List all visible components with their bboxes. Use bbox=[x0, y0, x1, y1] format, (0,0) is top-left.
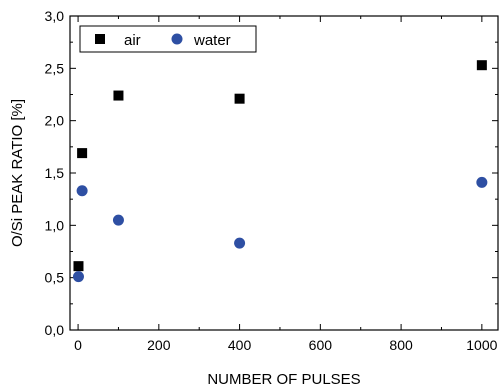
data-point-air bbox=[77, 148, 88, 159]
data-point-water bbox=[476, 176, 488, 188]
x-axis-ticks bbox=[77, 16, 483, 330]
y-tick-label: 0,5 bbox=[45, 270, 65, 286]
data-points bbox=[72, 60, 488, 283]
y-axis-title: O/Si PEAK RATIO [%] bbox=[9, 99, 26, 247]
legend: air water bbox=[79, 25, 257, 53]
y-tick-label: 2,0 bbox=[45, 113, 65, 129]
legend-box bbox=[79, 25, 257, 53]
data-point-water bbox=[112, 214, 124, 226]
x-tick-label: 200 bbox=[147, 337, 171, 353]
y-axis-tick-labels: 0,0 0,5 1,0 1,5 2,0 2,5 3,0 bbox=[45, 8, 65, 338]
x-tick-label: 0 bbox=[74, 337, 82, 353]
x-axis-tick-labels: 0 200 400 600 800 1000 bbox=[74, 337, 497, 353]
x-tick-label: 1000 bbox=[466, 337, 497, 353]
data-point-water bbox=[72, 271, 84, 283]
plot-frame bbox=[69, 15, 499, 331]
y-tick-label: 1,5 bbox=[45, 165, 65, 181]
x-tick-label: 600 bbox=[309, 337, 333, 353]
y-axis-ticks bbox=[70, 15, 498, 331]
x-tick-label: 400 bbox=[228, 337, 252, 353]
data-point-water bbox=[76, 185, 88, 197]
legend-marker-water bbox=[171, 33, 183, 45]
data-point-water bbox=[234, 237, 246, 249]
data-point-air bbox=[476, 60, 487, 71]
legend-label-water: water bbox=[193, 32, 231, 49]
data-point-air bbox=[113, 90, 124, 101]
y-tick-label: 1,0 bbox=[45, 217, 65, 233]
x-axis-title: NUMBER OF PULSES bbox=[207, 371, 360, 388]
y-tick-label: 0,0 bbox=[45, 322, 65, 338]
data-point-air bbox=[73, 261, 84, 272]
legend-marker-air bbox=[95, 34, 105, 44]
legend-label-air: air bbox=[124, 32, 141, 49]
data-point-air bbox=[234, 93, 245, 104]
y-tick-label: 2,5 bbox=[45, 60, 65, 76]
y-tick-label: 3,0 bbox=[45, 8, 65, 24]
x-tick-label: 800 bbox=[389, 337, 413, 353]
